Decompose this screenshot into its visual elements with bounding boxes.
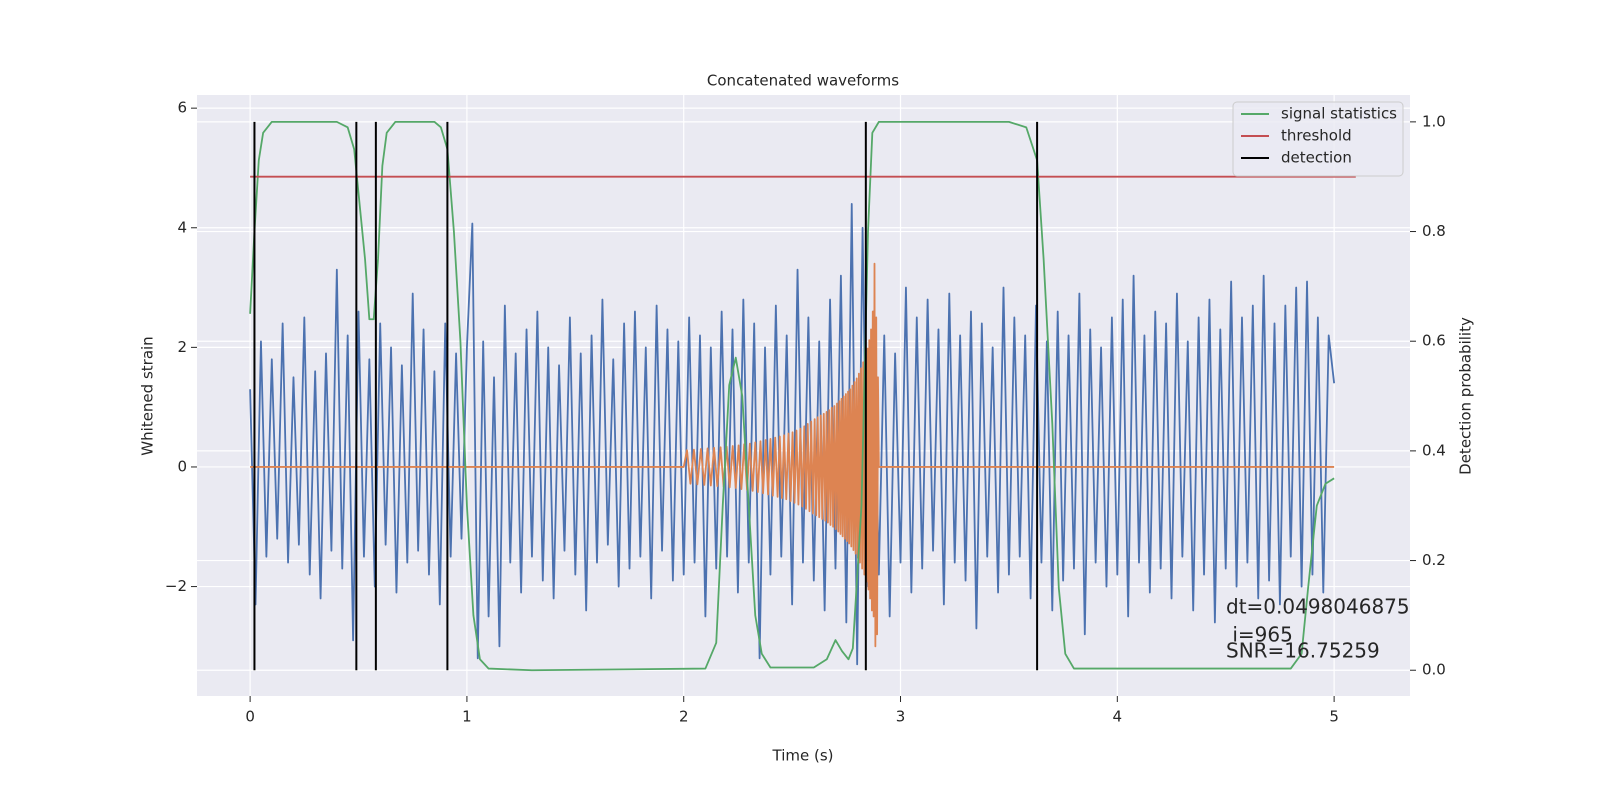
y-axis-label: Whitened strain	[139, 336, 157, 455]
series-line	[249, 202, 1336, 666]
x-tick-label: 5	[1329, 708, 1339, 726]
legend-box	[1232, 101, 1404, 177]
legend-label: signal statistics	[1281, 105, 1397, 123]
y2-axis-label: Detection probability	[1457, 317, 1475, 475]
x-tick-label: 2	[679, 708, 689, 726]
x-tick-label: 1	[462, 708, 472, 726]
legend-label: detection	[1281, 149, 1352, 167]
annotation: SNR=16.75259	[1226, 639, 1380, 663]
y-tick-label: −2	[165, 577, 187, 595]
x-tick-label: 0	[245, 708, 255, 726]
series-line	[249, 120, 1335, 672]
y-tick-label: 4	[177, 218, 187, 236]
x-tick-label: 4	[1113, 708, 1123, 726]
y2-tick-label: 0.4	[1422, 441, 1446, 459]
y2-tick-label: 0.2	[1422, 551, 1446, 569]
y-tick-label: 0	[177, 457, 187, 475]
x-tick-label: 3	[896, 708, 906, 726]
y2-tick-label: 1.0	[1422, 112, 1446, 130]
annotation: dt=0.0498046875	[1226, 595, 1410, 619]
chart-title: Concatenated waveforms	[707, 72, 899, 90]
y2-tick-label: 0.6	[1422, 332, 1446, 350]
legend-label: threshold	[1281, 127, 1352, 145]
y2-tick-label: 0.8	[1422, 222, 1446, 240]
y2-tick-label: 0.0	[1422, 661, 1446, 679]
y-tick-label: 2	[177, 338, 187, 356]
x-axis-label: Time (s)	[772, 747, 834, 765]
annotation: i=965	[1226, 623, 1293, 647]
y-tick-label: 6	[177, 99, 187, 117]
